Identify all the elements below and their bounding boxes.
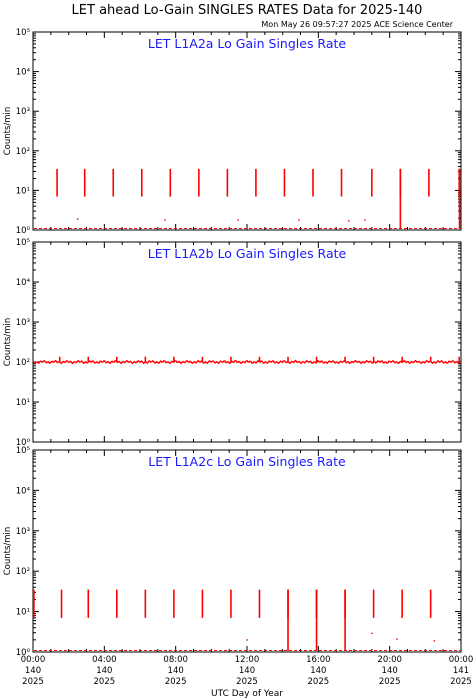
y-tick-label: 10⁰: [16, 438, 31, 448]
panel-frame: [32, 241, 462, 443]
x-tick-label: 140: [96, 666, 112, 676]
x-tick-label: 141: [453, 666, 469, 676]
x-tick-label: 2025: [236, 677, 258, 687]
x-tick-label: 2025: [94, 677, 116, 687]
x-tick-label: 20:00: [377, 655, 402, 665]
panel-1: 10⁰ 10¹ 10² 10³ 10⁴ 10⁵ Counts/min LET L1A2a Lo…: [3, 28, 462, 236]
x-tick-label: 16:00: [306, 655, 331, 665]
y-tick-label: 10⁰: [16, 648, 31, 658]
y-axis-label: Counts/min: [3, 318, 13, 367]
panel-title: LET L1A2b Lo Gain Singles Rate: [148, 246, 347, 261]
x-tick-label: 00:00: [21, 655, 46, 665]
x-tick-label: 2025: [379, 677, 401, 687]
data-point: [348, 220, 350, 222]
data-point: [433, 640, 436, 642]
timestamp: Mon May 26 09:57:27 2025 ACE Science Cen…: [261, 20, 453, 29]
y-tick-label: 10³: [16, 107, 30, 117]
x-tick-label: 140: [310, 666, 326, 676]
y-tick-label: 10⁴: [16, 278, 31, 288]
y-tick-label: 10⁴: [16, 486, 31, 496]
x-tick-label: 00:00: [449, 655, 474, 665]
y-tick-label: 10¹: [16, 608, 30, 618]
data-point: [246, 639, 248, 641]
y-tick-label: 10²: [16, 358, 30, 368]
x-tick-label: 2025: [165, 677, 187, 687]
y-tick-label: 10⁵: [16, 238, 30, 248]
data-point: [396, 638, 398, 640]
panel-3: 10⁰ 10¹ 10² 10³ 10⁴ 10⁵ Counts/min LET L1A2c Lo…: [3, 446, 462, 658]
x-tick-label: 140: [382, 666, 398, 676]
x-tick-label: 2025: [450, 677, 472, 687]
y-tick-label: 10³: [16, 527, 30, 537]
x-tick-label: 140: [168, 666, 184, 676]
panel-2: 10⁰ 10¹ 10² 10³ 10⁴ 10⁵ Counts/min LET L1A2b Lo…: [3, 238, 462, 448]
y-tick-label: 10²: [16, 147, 30, 157]
y-tick-label: 10³: [16, 318, 30, 328]
panel-frame: [32, 31, 462, 231]
x-tick-label: 140: [239, 666, 255, 676]
y-axis-label: Counts/min: [3, 527, 13, 576]
y-tick-label: 10⁵: [16, 446, 30, 456]
x-tick-label: 2025: [22, 677, 44, 687]
panel-frame: [32, 449, 462, 653]
data-point: [76, 218, 79, 220]
panels: 10⁰ 10¹ 10² 10³ 10⁴ 10⁵ Counts/min LET L1A2a Lo…: [3, 28, 462, 658]
x-axis-label: UTC Day of Year: [211, 689, 283, 699]
y-tick-label: 10²: [16, 567, 30, 577]
data-point: [237, 219, 239, 221]
panel-title: LET L1A2a Lo Gain Singles Rate: [148, 36, 346, 51]
data-point: [298, 219, 300, 221]
data-point: [371, 632, 373, 635]
data-point: [164, 219, 166, 221]
y-tick-label: 10⁵: [16, 28, 30, 38]
figure-title: LET ahead Lo-Gain SINGLES RATES Data for…: [72, 3, 423, 18]
y-tick-label: 10⁰: [16, 226, 31, 236]
x-tick-label: 08:00: [163, 655, 188, 665]
x-tick-label: 04:00: [92, 655, 117, 665]
panel-title: LET L1A2c Lo Gain Singles Rate: [148, 454, 346, 469]
x-tick-label: 140: [25, 666, 41, 676]
x-axis: 00:00140202504:00140202508:00140202512:0…: [21, 655, 474, 687]
y-tick-label: 10⁴: [16, 68, 31, 78]
y-tick-label: 10¹: [16, 398, 30, 408]
data-point: [364, 219, 366, 221]
series-line: [33, 359, 461, 365]
y-axis-label: Counts/min: [3, 107, 13, 156]
x-tick-label: 12:00: [235, 655, 260, 665]
x-tick-label: 2025: [308, 677, 330, 687]
y-tick-label: 10¹: [16, 186, 30, 196]
